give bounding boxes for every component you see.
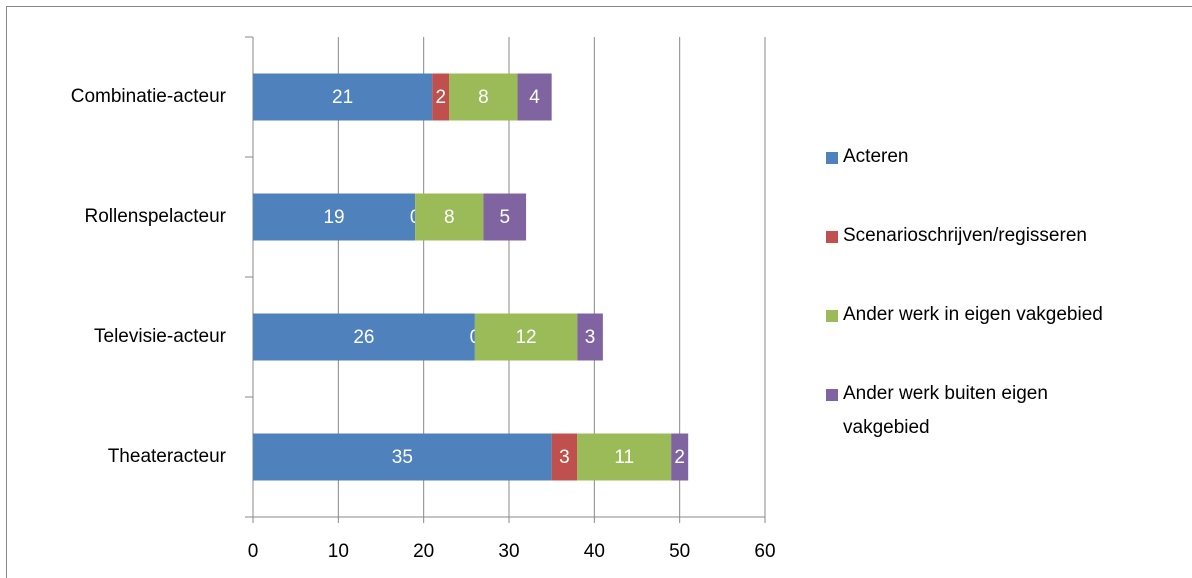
bar-segment <box>253 313 475 361</box>
chart-border <box>6 6 1192 578</box>
data-label: 11 <box>614 447 634 468</box>
bar-segment <box>577 433 672 481</box>
bar-segment <box>253 193 416 241</box>
legend-swatch <box>826 231 838 243</box>
data-label: 5 <box>499 207 510 228</box>
y-tick-label: Televisie-acteur <box>94 326 227 347</box>
y-tick-label: Combinatie-acteur <box>71 86 227 107</box>
x-tick-label: 60 <box>754 541 775 562</box>
bar-segment <box>432 73 450 121</box>
bar-segment <box>415 193 484 241</box>
data-label: 2 <box>435 87 446 108</box>
data-label: 3 <box>559 447 570 468</box>
y-tick-label: Theateracteur <box>108 446 227 467</box>
legend-label: Ander werk buiten eigen vakgebied <box>843 383 1048 438</box>
legend-label: Scenarioschrijven/regisseren <box>843 225 1087 246</box>
legend-item: Ander werk buiten eigen vakgebied <box>826 377 1123 445</box>
data-label: 35 <box>392 447 413 468</box>
x-tick-label: 40 <box>584 541 605 562</box>
bar-segment <box>551 433 578 481</box>
bar-segment <box>253 433 552 481</box>
legend-item: Acteren <box>826 140 1186 174</box>
bar-segment <box>483 193 527 241</box>
bar-segment <box>577 313 603 361</box>
data-label: 19 <box>323 207 344 228</box>
data-label: 3 <box>585 327 596 348</box>
y-tick-label: Rollenspelacteur <box>84 206 226 227</box>
legend-label: Acteren <box>843 146 909 167</box>
legend: Acteren Scenarioschrijven/regisseren Ander… <box>826 140 1186 490</box>
x-tick-label: 30 <box>498 541 519 562</box>
bar-segment <box>253 73 433 121</box>
x-tick-label: 10 <box>328 541 349 562</box>
data-label: 21 <box>332 87 353 108</box>
data-label: 12 <box>515 327 536 348</box>
data-label: 8 <box>444 207 455 228</box>
legend-swatch <box>826 310 838 322</box>
data-label: 4 <box>529 87 540 108</box>
bar-segment <box>671 433 689 481</box>
x-tick-label: 20 <box>413 541 434 562</box>
legend-swatch <box>826 152 838 164</box>
bar-segment <box>474 313 578 361</box>
data-label: 8 <box>478 87 489 108</box>
legend-item: Ander werk in eigen vakgebied <box>826 298 1186 332</box>
legend-swatch <box>826 389 838 401</box>
bar-segment <box>517 73 552 121</box>
data-label: 26 <box>353 327 374 348</box>
x-tick-label: 0 <box>248 541 259 562</box>
legend-item: Scenarioschrijven/regisseren <box>826 219 1186 253</box>
bar-segment <box>449 73 518 121</box>
data-label: 2 <box>674 447 685 468</box>
x-tick-label: 50 <box>669 541 690 562</box>
legend-label: Ander werk in eigen vakgebied <box>843 304 1103 325</box>
